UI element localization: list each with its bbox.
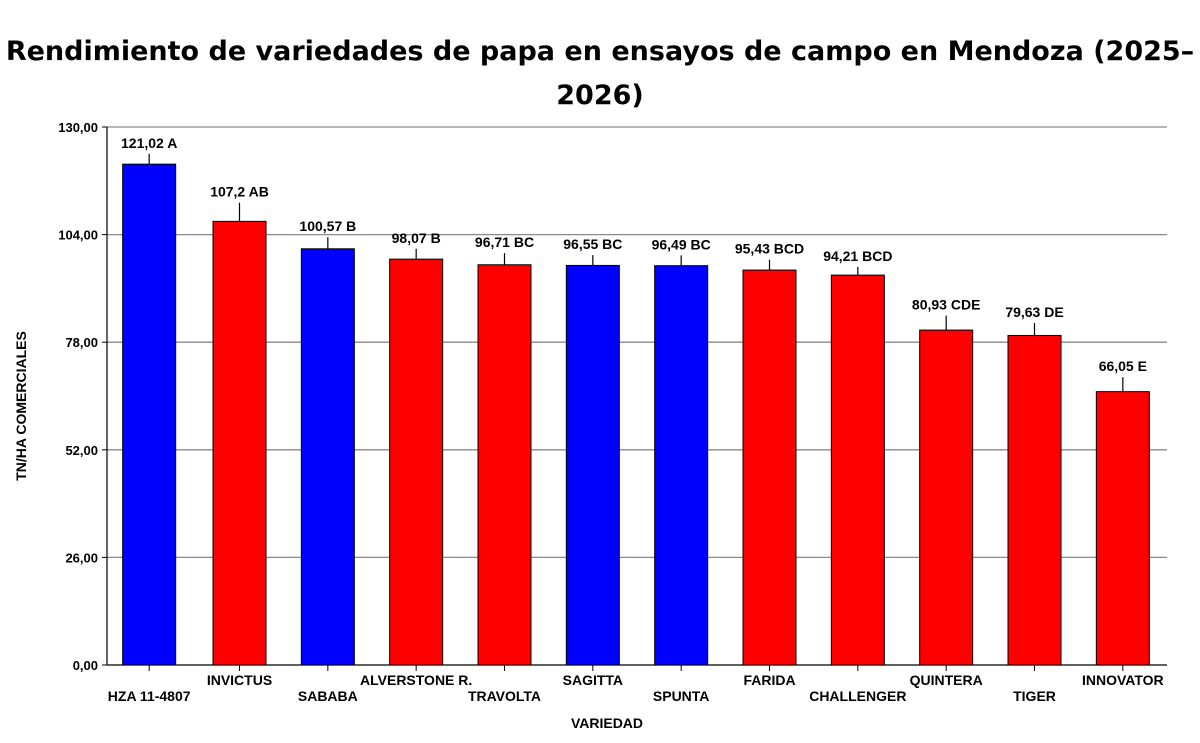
bar (477, 264, 532, 666)
x-tick-label: INNOVATOR (1082, 672, 1164, 688)
bar (389, 258, 444, 666)
data-label: 79,63 DE (1005, 304, 1063, 320)
data-label: 96,49 BC (652, 236, 711, 252)
x-tick-label: QUINTERA (910, 672, 983, 688)
y-tick-label: 52,00 (65, 443, 98, 458)
bar (1095, 391, 1150, 666)
y-axis-label: TN/HA COMERCIALES (13, 331, 29, 481)
data-label: 107,2 AB (210, 184, 269, 200)
data-label: 94,21 BCD (823, 248, 892, 264)
bar (742, 269, 797, 666)
x-tick-label: FARIDA (743, 672, 795, 688)
y-tick-label: 130,00 (58, 120, 98, 135)
data-label: 100,57 B (299, 218, 356, 234)
bar (122, 163, 177, 666)
x-tick-label: SABABA (298, 688, 358, 704)
y-tick-label: 26,00 (65, 550, 98, 565)
y-tick-label: 0,00 (73, 658, 98, 673)
data-label: 80,93 CDE (912, 297, 980, 313)
data-label: 96,55 BC (563, 236, 622, 252)
bar (919, 329, 974, 666)
data-label: 96,71 BC (475, 234, 534, 250)
x-tick-label: ALVERSTONE R. (360, 672, 472, 688)
bar (300, 248, 355, 666)
x-tick-label: HZA 11-4807 (108, 688, 191, 704)
x-tick-label: CHALLENGER (809, 688, 906, 704)
bar (654, 265, 709, 666)
data-label: 95,43 BCD (735, 241, 804, 257)
y-tick-label: 104,00 (58, 228, 98, 243)
data-label: 98,07 B (392, 230, 441, 246)
bar (212, 220, 267, 666)
x-tick-label: SPUNTA (653, 688, 710, 704)
x-tick-label: SAGITTA (563, 672, 623, 688)
y-tick-label: 78,00 (65, 335, 98, 350)
x-tick-label: INVICTUS (207, 672, 272, 688)
data-label: 66,05 E (1099, 358, 1147, 374)
data-label: 121,02 A (121, 135, 177, 151)
bar (1007, 334, 1062, 666)
x-axis-label: VARIEDAD (571, 715, 643, 731)
x-tick-label: TRAVOLTA (468, 688, 541, 704)
x-tick-label: TIGER (1013, 688, 1056, 704)
bar (565, 264, 620, 666)
chart-title: Rendimiento de variedades de papa en ens… (5, 36, 1195, 111)
bar (830, 274, 885, 666)
